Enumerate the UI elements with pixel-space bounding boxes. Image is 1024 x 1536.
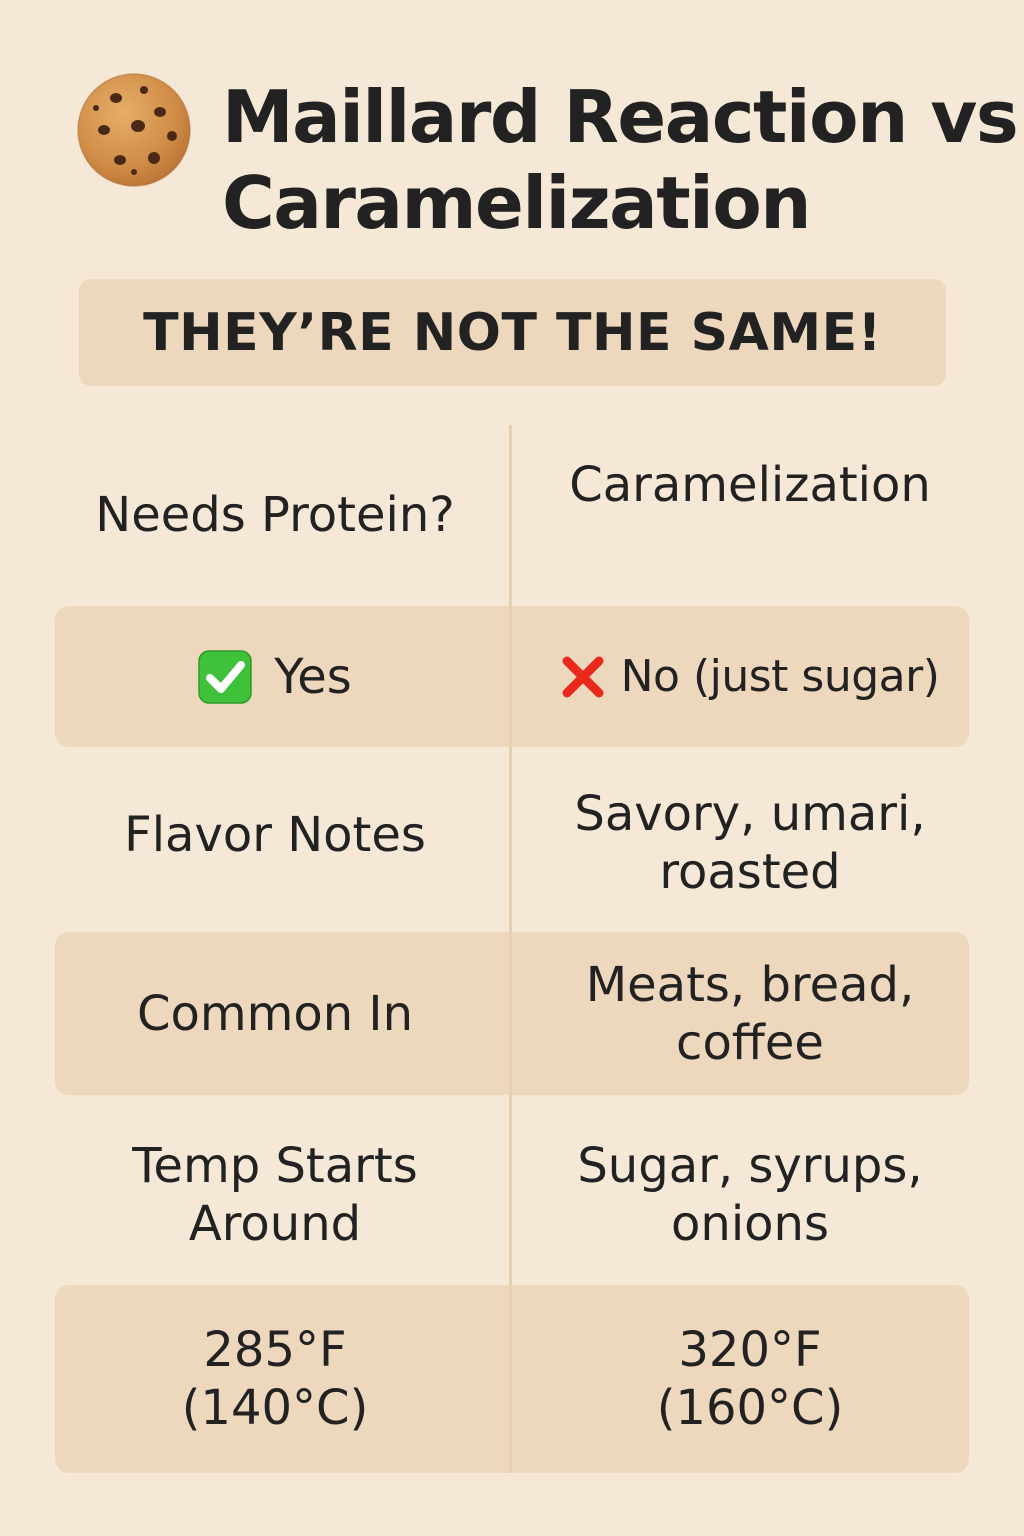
table-cell-left: Yes <box>55 606 495 747</box>
row-background-common-in <box>55 932 969 1095</box>
table-cell-left: Flavor Notes <box>55 760 495 910</box>
cookie-icon <box>77 73 191 187</box>
page-title: Maillard Reaction vs Caramelization <box>222 74 1019 246</box>
cell-text: Temp Starts Around <box>132 1138 418 1252</box>
table-cell-left: Common In <box>55 932 495 1095</box>
subtitle-banner: THEY’RE NOT THE SAME! <box>79 279 946 386</box>
check-mark-icon <box>198 649 252 704</box>
cross-mark-icon <box>562 656 604 697</box>
cell-text: 320°F (160°C) <box>656 1322 844 1436</box>
cell-text: Caramelization <box>569 457 931 513</box>
table-cell-right: No (just sugar) <box>520 606 980 747</box>
column-divider <box>509 425 512 1473</box>
table-cell-right: Sugar, syrups, onions <box>520 1120 980 1270</box>
table-cell-right: Caramelization <box>520 445 980 525</box>
cell-text: Meats, bread, coffee <box>585 956 915 1071</box>
banner-text: THEY’RE NOT THE SAME! <box>143 302 882 363</box>
cell-text: 285°F (140°C) <box>181 1322 369 1436</box>
table-cell-right: Meats, bread, coffee <box>520 932 980 1095</box>
table-cell-left: Needs Protein? <box>55 445 495 585</box>
cell-text: No (just sugar) <box>620 650 940 702</box>
table-cell-right: Savory, umari, roasted <box>520 780 980 905</box>
cell-text: Sugar, syrups, onions <box>577 1138 923 1252</box>
row-background-temps <box>55 1285 969 1473</box>
table-cell-right: 320°F (160°C) <box>520 1285 980 1473</box>
cell-text: Common In <box>136 985 414 1042</box>
cell-text: Needs Protein? <box>95 487 455 543</box>
table-cell-left: Temp Starts Around <box>55 1120 495 1270</box>
title-line-2: Caramelization <box>222 161 812 245</box>
title-line-1: Maillard Reaction vs <box>222 75 1019 159</box>
header: Maillard Reaction vs Caramelization <box>76 70 1019 250</box>
cell-text: Savory, umari, roasted <box>574 785 926 900</box>
table-cell-left: 285°F (140°C) <box>55 1285 495 1473</box>
cell-text: Yes <box>274 648 352 705</box>
cell-text: Flavor Notes <box>124 807 426 863</box>
